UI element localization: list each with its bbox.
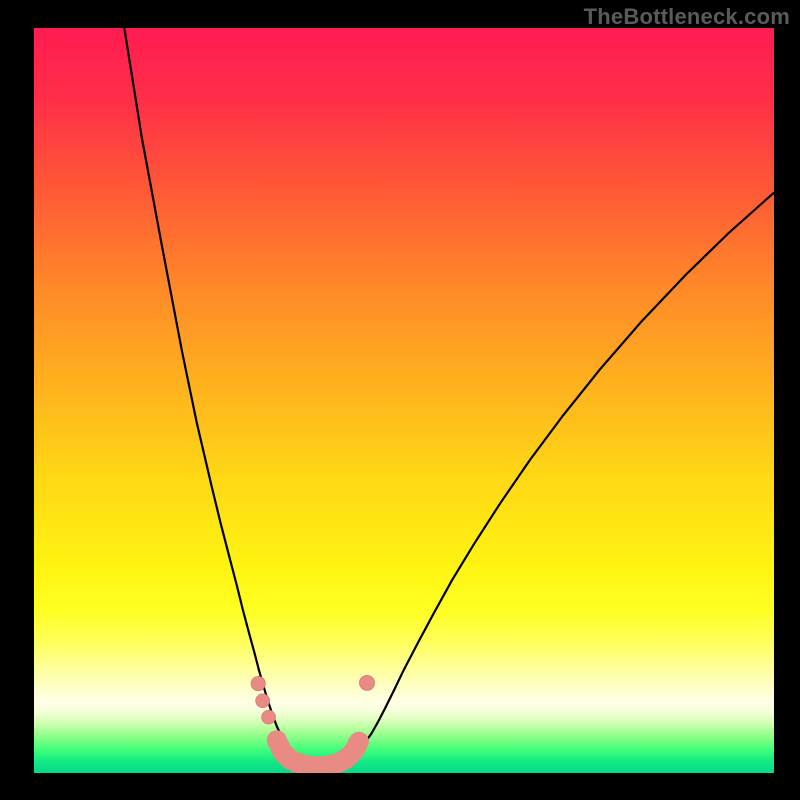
marker-blob-bottom [277, 740, 359, 766]
marker-dot-left-0 [251, 676, 265, 690]
marker-dot-right-tip [359, 675, 374, 690]
bottleneck-curve [124, 28, 774, 761]
watermark-text: TheBottleneck.com [584, 4, 790, 30]
curve-layer [34, 28, 774, 773]
marker-dot-left-2 [262, 710, 276, 724]
outer-frame: TheBottleneck.com [0, 0, 800, 800]
marker-dot-left-1 [256, 694, 270, 708]
plot-area [34, 28, 774, 773]
